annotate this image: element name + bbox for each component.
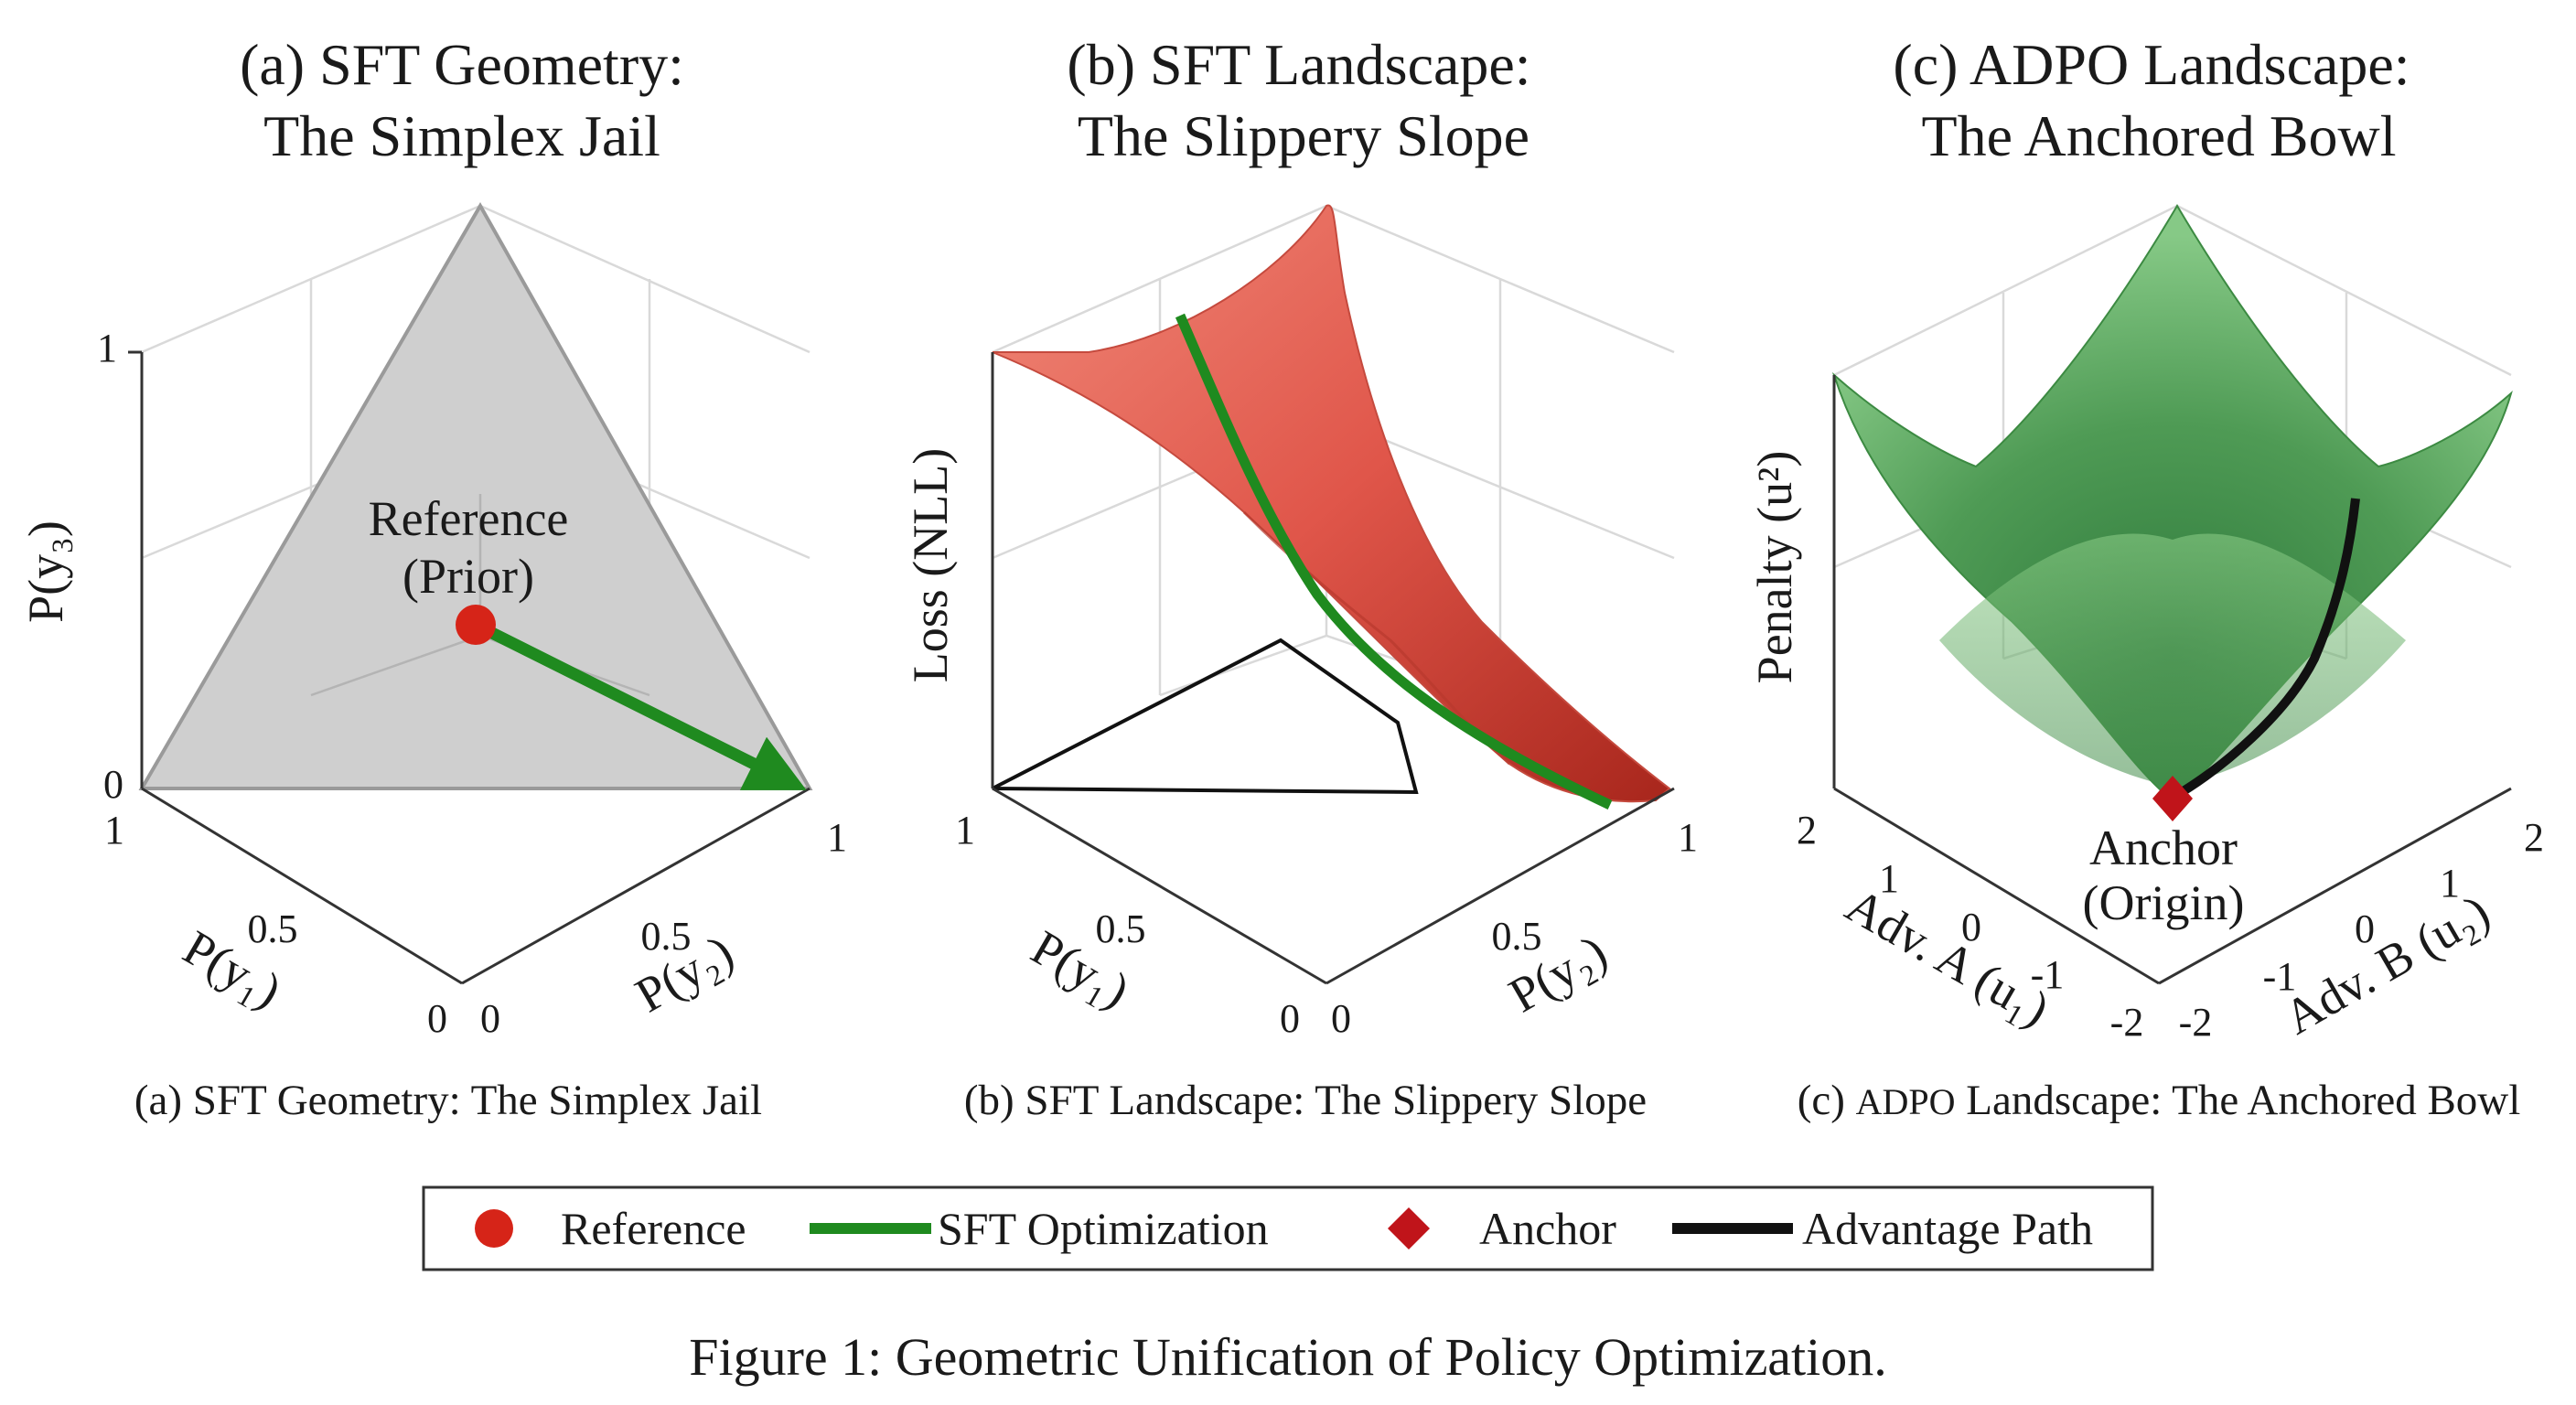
figure-caption: Figure 1: Geometric Unification of Polic… bbox=[689, 1327, 1887, 1387]
reference-annotation-line2: (Prior) bbox=[402, 549, 534, 604]
simplex-triangle bbox=[138, 201, 813, 790]
panel-c-xtick-m2: -2 bbox=[2110, 1000, 2144, 1045]
anchor-point bbox=[2152, 776, 2193, 821]
panel-a-title-line1: (a) SFT Geometry: bbox=[240, 32, 684, 97]
panel-c-xtick-m1: -1 bbox=[2031, 952, 2065, 997]
reference-annotation-line1: Reference bbox=[369, 491, 569, 546]
panel-c-ytick-1: 1 bbox=[2440, 861, 2460, 906]
panel-a-ytick-05: 0.5 bbox=[641, 914, 692, 959]
panel-c-subcaption-abbr: ADPO bbox=[1856, 1081, 1956, 1122]
panel-a-ztick-1: 1 bbox=[97, 326, 117, 370]
legend-reference-marker bbox=[475, 1209, 513, 1248]
reference-point bbox=[456, 605, 496, 645]
panel-c-ytick-m1: -1 bbox=[2263, 954, 2297, 999]
panel-a-zlabel: P(y₃) bbox=[18, 520, 73, 623]
sft-loss-path bbox=[1175, 313, 1613, 810]
panel-a-ytick-1: 1 bbox=[827, 815, 847, 860]
panel-c-zlabel: Penalty (u²) bbox=[1747, 451, 1802, 684]
legend: Reference SFT Optimization Anchor Advant… bbox=[422, 1185, 2154, 1271]
panel-a-xtick-0: 0 bbox=[427, 996, 447, 1041]
panel-c: (c) ADPO Landscape: The Anchored Bowl An… bbox=[1747, 32, 2544, 1124]
legend-anchor-label: Anchor bbox=[1479, 1203, 1616, 1254]
panel-c-ylabel: Adv. B (u₂) bbox=[2275, 884, 2499, 1045]
panel-c-xlabel: Adv. A (u₁) bbox=[1837, 877, 2058, 1036]
panel-c-xtick-1: 1 bbox=[1879, 856, 1899, 901]
panel-b-axes bbox=[991, 352, 1675, 985]
legend-box bbox=[422, 1185, 2154, 1271]
panel-a: (a) SFT Geometry: The Simplex Jail 1 0 1… bbox=[18, 32, 847, 1124]
legend-reference-label: Reference bbox=[561, 1203, 746, 1254]
panel-c-ytick-0: 0 bbox=[2355, 906, 2375, 951]
panel-c-subcaption: (c) ADPO Landscape: The Anchored Bowl bbox=[1798, 1077, 2521, 1124]
panel-b-title-line2: The Slippery Slope bbox=[1078, 103, 1530, 168]
panel-c-ytick-2: 2 bbox=[2524, 815, 2544, 860]
panel-b-zlabel: Loss (NLL) bbox=[903, 448, 958, 682]
panel-a-title-line2: The Simplex Jail bbox=[263, 103, 660, 168]
panel-c-subcaption-suffix: Landscape: The Anchored Bowl bbox=[1956, 1077, 2521, 1124]
panel-a-xtick-1: 1 bbox=[104, 808, 124, 853]
panel-c-axes bbox=[1832, 375, 2512, 985]
panel-c-title-line2: The Anchored Bowl bbox=[1922, 103, 2397, 168]
adpo-bowl-inner bbox=[1939, 533, 2406, 787]
panel-b-ytick-05: 0.5 bbox=[1492, 914, 1542, 959]
sft-arrow bbox=[473, 619, 807, 790]
legend-anchor-marker bbox=[1388, 1207, 1430, 1249]
panel-a-xtick-05: 0.5 bbox=[248, 906, 298, 951]
panel-c-subcaption-prefix: (c) bbox=[1798, 1077, 1856, 1124]
sft-loss-surface bbox=[992, 204, 1671, 803]
panel-b-xtick-1: 1 bbox=[955, 808, 975, 853]
panel-b-subcaption: (b) SFT Landscape: The Slippery Slope bbox=[964, 1077, 1647, 1124]
panel-b-ytick-1: 1 bbox=[1678, 815, 1698, 860]
panel-a-subcaption: (a) SFT Geometry: The Simplex Jail bbox=[134, 1077, 762, 1124]
anchor-annotation-line2: (Origin) bbox=[2083, 875, 2245, 930]
legend-sft-label: SFT Optimization bbox=[938, 1203, 1269, 1254]
panel-a-ytick-0: 0 bbox=[480, 996, 500, 1041]
panel-b-xtick-0: 0 bbox=[1280, 996, 1300, 1041]
panel-b-title-line1: (b) SFT Landscape: bbox=[1067, 32, 1530, 97]
advantage-path bbox=[2170, 498, 2360, 802]
panel-b-xtick-05: 0.5 bbox=[1096, 906, 1146, 951]
panel-a-axes bbox=[128, 350, 810, 985]
panel-a-ztick-0: 0 bbox=[103, 762, 123, 807]
panel-c-ytick-m2: -2 bbox=[2179, 1000, 2213, 1045]
panel-b: (b) SFT Landscape: The Slippery Slope 1 … bbox=[903, 32, 1698, 1124]
legend-advantage-label: Advantage Path bbox=[1802, 1203, 2093, 1254]
panel-c-xtick-0: 0 bbox=[1961, 905, 1981, 949]
panel-b-ytick-0: 0 bbox=[1331, 996, 1351, 1041]
anchor-annotation-line1: Anchor bbox=[2089, 820, 2238, 875]
panel-c-xtick-2: 2 bbox=[1797, 808, 1817, 853]
panel-c-title-line1: (c) ADPO Landscape: bbox=[1893, 32, 2410, 97]
panel-b-simplex-outline bbox=[992, 638, 1419, 795]
